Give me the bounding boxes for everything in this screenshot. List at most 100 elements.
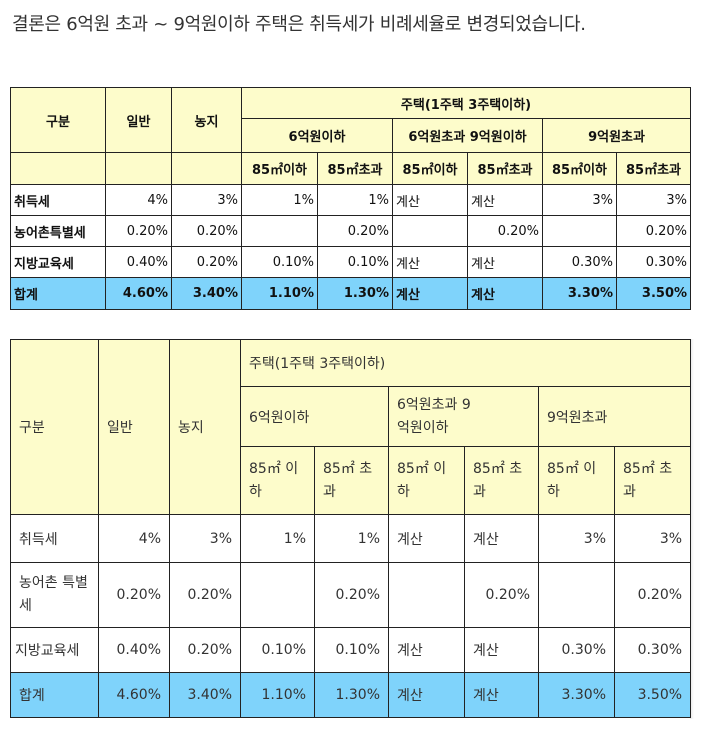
table-cell: 계산	[464, 514, 539, 563]
total-cell: 3.50%	[613, 672, 692, 718]
total-label: 합계	[10, 277, 106, 310]
table-cell: 3%	[171, 184, 242, 216]
total-row: 합계 4.60% 3.40% 1.10% 1.30% 계산 계산 3.30% 3…	[10, 277, 692, 310]
table-cell: 0.10%	[314, 627, 389, 673]
table-row: 취득세 4% 3% 1% 1% 계산 계산 3% 3%	[10, 184, 692, 216]
table-cell: 1%	[241, 184, 318, 216]
total-cell: 3.50%	[615, 277, 692, 310]
table-cell: 3%	[615, 184, 692, 216]
table-cell: 계산	[467, 246, 543, 278]
row-label: 지방교육세	[10, 627, 99, 673]
table-cell: 3%	[538, 514, 615, 563]
header-area-over: 85㎡ 초과	[464, 446, 539, 515]
table-cell: 계산	[464, 627, 539, 673]
table-cell	[388, 562, 465, 628]
table-cell: 계산	[388, 627, 465, 673]
header-band-b: 6억원초과 9억원이하	[392, 118, 543, 153]
table-cell: 0.20%	[467, 215, 543, 247]
table-cell: 0.20%	[171, 246, 242, 278]
header-area-under: 85㎡ 이하	[538, 446, 615, 515]
header-general: 일반	[105, 87, 172, 153]
total-cell: 4.60%	[98, 672, 170, 718]
header-area-under: 85㎡이하	[241, 152, 318, 185]
row-label: 지방교육세	[10, 246, 106, 278]
table-cell: 계산	[392, 246, 468, 278]
table-cell: 0.10%	[240, 627, 315, 673]
row-label: 취득세	[10, 184, 106, 216]
total-cell: 3.40%	[169, 672, 241, 718]
table-cell: 0.20%	[615, 215, 692, 247]
header-area-under: 85㎡이하	[392, 152, 468, 185]
table-cell	[542, 215, 617, 247]
table-cell: 0.20%	[613, 562, 692, 628]
total-cell: 계산	[388, 672, 465, 718]
table-row: 지방교육세 0.40% 0.20% 0.10% 0.10% 계산 계산 0.30…	[10, 246, 692, 278]
tax-table-bold: 구분 일반 농지 주택(1주택 3주택이하) 6억원이하 6억원초과 9억원이하…	[10, 87, 692, 310]
header-category: 구분	[10, 339, 99, 515]
header-area-under: 85㎡이하	[542, 152, 617, 185]
header-general: 일반	[98, 339, 170, 515]
row-label: 농어촌 특별세	[10, 562, 99, 628]
table-cell: 0.20%	[171, 215, 242, 247]
header-area-under: 85㎡ 이하	[240, 446, 315, 515]
table-cell: 3%	[613, 514, 692, 563]
tax-table-regular: 구분 일반 농지 주택(1주택 3주택이하) 6억원이하 6억원초과 9억원이하…	[10, 339, 692, 718]
table-cell: 0.30%	[615, 246, 692, 278]
table-cell: 0.40%	[105, 246, 172, 278]
table-row: 지방교육세 0.40% 0.20% 0.10% 0.10% 계산 계산 0.30…	[10, 627, 692, 673]
table-cell: 1%	[240, 514, 315, 563]
intro-text: 결론은 6억원 초과 ~ 9억원이하 주택은 취득세가 비례세율로 변경되었습니…	[12, 14, 586, 35]
row-label: 농어촌특별세	[10, 215, 106, 247]
table-row: 농어촌 특별세 0.20% 0.20% 0.20% 0.20% 0.20%	[10, 562, 692, 628]
table-cell: 0.20%	[105, 215, 172, 247]
header-area-over: 85㎡ 초과	[613, 446, 692, 515]
header-area-over: 85㎡초과	[615, 152, 692, 185]
table-cell: 0.20%	[317, 215, 393, 247]
table-cell: 계산	[467, 184, 543, 216]
table-cell: 1%	[314, 514, 389, 563]
table-cell: 0.30%	[538, 627, 615, 673]
header-area-over: 85㎡초과	[467, 152, 543, 185]
header-housing: 주택(1주택 3주택이하)	[239, 339, 692, 387]
table-cell	[392, 215, 468, 247]
header-band-a: 6억원이하	[240, 386, 389, 447]
table-cell: 0.30%	[613, 627, 692, 673]
total-cell: 4.60%	[105, 277, 172, 310]
table-cell	[240, 562, 315, 628]
total-cell: 1.10%	[240, 672, 315, 718]
total-cell: 1.30%	[317, 277, 393, 310]
header-band-c: 9억원초과	[537, 386, 692, 447]
table-cell: 0.20%	[169, 562, 241, 628]
table-cell: 1%	[317, 184, 393, 216]
total-cell: 3.30%	[542, 277, 617, 310]
table-shadow	[690, 339, 694, 719]
total-cell: 계산	[464, 672, 539, 718]
table-cell: 0.30%	[542, 246, 617, 278]
header-farmland: 농지	[169, 339, 241, 515]
total-cell: 계산	[467, 277, 543, 310]
table-cell: 4%	[98, 514, 170, 563]
header-housing: 주택(1주택 3주택이하)	[240, 87, 692, 119]
header-area-under: 85㎡ 이하	[388, 446, 465, 515]
table-cell: 0.10%	[317, 246, 393, 278]
table-cell: 0.20%	[314, 562, 389, 628]
total-cell: 1.10%	[241, 277, 318, 310]
header-band-a: 6억원이하	[241, 118, 393, 153]
table-cell: 3%	[542, 184, 617, 216]
table-cell: 계산	[392, 184, 468, 216]
header-band-b: 6억원초과 9억원이하	[388, 386, 539, 447]
header-category: 구분	[10, 87, 106, 153]
total-cell: 1.30%	[314, 672, 389, 718]
total-cell: 3.30%	[538, 672, 615, 718]
table-cell	[538, 562, 615, 628]
total-row: 합계 4.60% 3.40% 1.10% 1.30% 계산 계산 3.30% 3…	[10, 672, 692, 718]
table-cell: 0.40%	[98, 627, 170, 673]
total-cell: 3.40%	[171, 277, 242, 310]
total-cell: 계산	[392, 277, 468, 310]
header-area-over: 85㎡초과	[317, 152, 393, 185]
table-cell: 0.20%	[464, 562, 539, 628]
header-band-c: 9억원초과	[541, 118, 692, 153]
table-cell: 0.20%	[98, 562, 170, 628]
row-label: 취득세	[10, 514, 99, 563]
table-cell: 4%	[105, 184, 172, 216]
